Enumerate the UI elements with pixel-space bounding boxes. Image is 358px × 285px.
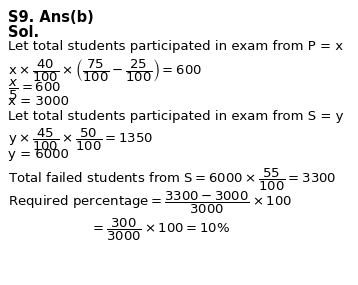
Text: $\mathrm{Required\ percentage} = \dfrac{3300-3000}{3000} \times 100$: $\mathrm{Required\ percentage} = \dfrac{… bbox=[8, 190, 292, 216]
Text: S9. Ans(b): S9. Ans(b) bbox=[8, 10, 94, 25]
Text: $\mathrm{x} \times \dfrac{40}{100} \times \left(\dfrac{75}{100} - \dfrac{25}{100: $\mathrm{x} \times \dfrac{40}{100} \time… bbox=[8, 57, 202, 84]
Text: x = 3000: x = 3000 bbox=[8, 95, 69, 108]
Text: Sol.: Sol. bbox=[8, 25, 39, 40]
Text: Let total students participated in exam from P = x: Let total students participated in exam … bbox=[8, 40, 343, 53]
Text: y = 6000: y = 6000 bbox=[8, 148, 69, 161]
Text: Let total students participated in exam from S = y: Let total students participated in exam … bbox=[8, 110, 343, 123]
Text: $\mathrm{Total\ failed\ students\ from\ S} = 6000 \times \dfrac{55}{100} = 3300$: $\mathrm{Total\ failed\ students\ from\ … bbox=[8, 167, 337, 193]
Text: $\dfrac{x}{5} = 600$: $\dfrac{x}{5} = 600$ bbox=[8, 78, 61, 102]
Text: $\mathrm{y} \times \dfrac{45}{100} \times \dfrac{50}{100} = 1350$: $\mathrm{y} \times \dfrac{45}{100} \time… bbox=[8, 127, 153, 153]
Text: $= \dfrac{300}{3000} \times 100 = 10\%$: $= \dfrac{300}{3000} \times 100 = 10\%$ bbox=[90, 217, 230, 243]
